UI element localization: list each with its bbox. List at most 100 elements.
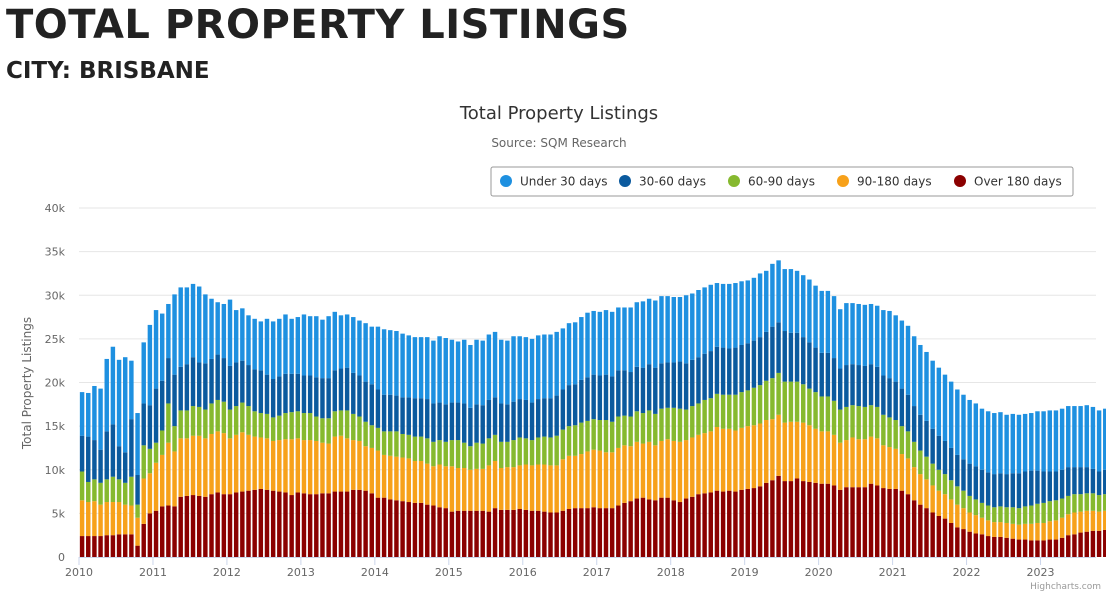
bar-segment[interactable] [1084, 531, 1089, 557]
bar-segment[interactable] [523, 438, 529, 465]
bar-segment[interactable] [992, 474, 997, 508]
bar-segment[interactable] [837, 409, 843, 443]
bar-segment[interactable] [622, 502, 627, 557]
bar-segment[interactable] [449, 466, 455, 512]
bar-segment[interactable] [745, 390, 750, 427]
bar-segment[interactable] [437, 464, 442, 508]
bar-segment[interactable] [221, 303, 227, 359]
bar-segment[interactable] [203, 409, 208, 439]
bar-segment[interactable] [609, 311, 615, 377]
bar-segment[interactable] [714, 346, 720, 394]
bar-segment[interactable] [942, 474, 948, 495]
bar-segment[interactable] [659, 408, 664, 441]
bar-segment[interactable] [135, 545, 140, 557]
bar-segment[interactable] [850, 405, 855, 438]
bar-segment[interactable] [813, 428, 818, 483]
bar-segment[interactable] [893, 420, 898, 449]
bar-segment[interactable] [159, 454, 165, 507]
bar-segment[interactable] [918, 474, 923, 505]
bar-segment[interactable] [166, 442, 171, 506]
bar-segment[interactable] [123, 452, 128, 483]
bar-segment[interactable] [314, 377, 319, 417]
bar-segment[interactable] [227, 409, 233, 439]
bar-segment[interactable] [511, 467, 516, 510]
bar-segment[interactable] [683, 440, 689, 499]
bar-segment[interactable] [1078, 511, 1083, 533]
bar-segment[interactable] [856, 303, 861, 366]
bar-segment[interactable] [844, 406, 849, 441]
bar-segment[interactable] [764, 331, 769, 381]
bar-segment[interactable] [351, 489, 356, 557]
bar-segment[interactable] [622, 370, 627, 416]
bar-segment[interactable] [961, 529, 966, 557]
bar-segment[interactable] [739, 489, 744, 557]
bar-segment[interactable] [92, 501, 97, 537]
bar-segment[interactable] [560, 510, 566, 557]
bar-segment[interactable] [283, 373, 288, 414]
bar-segment[interactable] [862, 487, 868, 557]
bar-segment[interactable] [702, 287, 707, 354]
bar-segment[interactable] [252, 436, 257, 490]
bar-segment[interactable] [572, 322, 578, 385]
bar-segment[interactable] [1016, 414, 1022, 474]
bar-segment[interactable] [209, 494, 214, 557]
bar-segment[interactable] [517, 336, 522, 400]
bar-segment[interactable] [788, 421, 794, 482]
bar-segment[interactable] [277, 415, 282, 441]
bar-segment[interactable] [733, 430, 738, 492]
bar-segment[interactable] [628, 446, 633, 502]
bar-segment[interactable] [178, 366, 183, 411]
bar-segment[interactable] [597, 420, 603, 451]
bar-segment[interactable] [745, 280, 750, 344]
bar-segment[interactable] [609, 421, 615, 453]
bar-segment[interactable] [357, 416, 362, 441]
bar-segment[interactable] [172, 374, 177, 427]
bar-segment[interactable] [899, 388, 905, 427]
bar-segment[interactable] [714, 283, 720, 347]
bar-segment[interactable] [696, 290, 701, 358]
bar-segment[interactable] [911, 500, 917, 557]
bar-segment[interactable] [967, 512, 972, 532]
bar-segment[interactable] [634, 441, 640, 499]
bar-segment[interactable] [480, 510, 485, 557]
bar-segment[interactable] [535, 399, 541, 438]
bar-segment[interactable] [240, 308, 245, 361]
bar-segment[interactable] [418, 337, 424, 399]
bar-segment[interactable] [110, 476, 116, 503]
bar-segment[interactable] [992, 507, 997, 523]
bar-segment[interactable] [985, 536, 991, 557]
bar-segment[interactable] [942, 518, 948, 557]
bar-segment[interactable] [141, 403, 146, 446]
bar-segment[interactable] [640, 413, 646, 444]
bar-segment[interactable] [252, 369, 257, 412]
bar-segment[interactable] [566, 323, 572, 386]
bar-segment[interactable] [702, 433, 707, 494]
bar-segment[interactable] [733, 347, 738, 395]
bar-segment[interactable] [659, 363, 664, 409]
bar-segment[interactable] [708, 351, 713, 399]
bar-segment[interactable] [628, 501, 633, 557]
bar-segment[interactable] [326, 443, 331, 494]
bar-segment[interactable] [1035, 503, 1040, 523]
bar-segment[interactable] [911, 467, 917, 501]
bar-segment[interactable] [807, 388, 812, 426]
bar-segment[interactable] [523, 509, 529, 557]
bar-segment[interactable] [159, 506, 165, 557]
bar-segment[interactable] [1041, 522, 1046, 541]
bar-segment[interactable] [196, 495, 202, 557]
bar-segment[interactable] [1004, 474, 1009, 508]
bar-segment[interactable] [462, 403, 467, 443]
bar-segment[interactable] [1047, 471, 1052, 502]
bar-segment[interactable] [474, 442, 479, 469]
bar-segment[interactable] [585, 420, 590, 452]
bar-segment[interactable] [443, 404, 448, 442]
bar-segment[interactable] [147, 513, 153, 558]
bar-segment[interactable] [190, 283, 196, 358]
bar-segment[interactable] [609, 508, 615, 557]
bar-segment[interactable] [640, 443, 646, 498]
bar-segment[interactable] [529, 440, 535, 466]
bar-segment[interactable] [468, 446, 473, 470]
bar-segment[interactable] [690, 293, 695, 360]
bar-segment[interactable] [955, 504, 960, 528]
bar-segment[interactable] [924, 351, 929, 421]
